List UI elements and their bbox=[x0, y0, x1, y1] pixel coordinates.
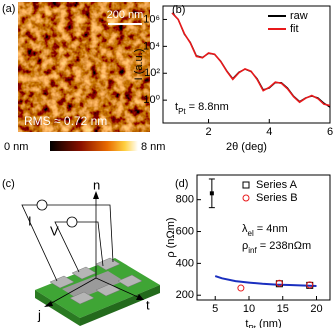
current-wire bbox=[21, 204, 114, 282]
data-line bbox=[171, 12, 331, 107]
x-tick-label: 20 bbox=[310, 303, 322, 315]
annotation-rest: = 8.8nm bbox=[186, 101, 229, 113]
y-tick-label: 200 bbox=[176, 289, 194, 301]
contact-pad bbox=[117, 274, 143, 288]
annotation-subscript: el bbox=[248, 229, 254, 238]
voltage-label: V bbox=[50, 223, 59, 238]
contact-pad bbox=[69, 291, 95, 305]
channel bbox=[62, 271, 124, 299]
plot-frame bbox=[196, 174, 331, 301]
annotation: ρinf = 238nΩm bbox=[242, 240, 311, 255]
y-tick-label: 400 bbox=[176, 257, 194, 269]
annotation-main: t bbox=[175, 101, 178, 113]
panel-label: (d) bbox=[175, 178, 188, 190]
normal-label: n bbox=[93, 177, 100, 192]
panel-label: (c) bbox=[2, 178, 15, 190]
data-point bbox=[306, 281, 314, 289]
annotation: tPt = 8.8nm bbox=[175, 101, 229, 116]
annotation-main: λ bbox=[242, 223, 248, 235]
current-label: I bbox=[28, 213, 32, 228]
panel-label: (a) bbox=[2, 3, 15, 15]
panel-label: (b) bbox=[172, 4, 185, 16]
scale-bar-label: 200 nm bbox=[107, 9, 144, 21]
y-axis-label: ρ (nΩm) bbox=[165, 217, 177, 257]
colorbar bbox=[50, 141, 138, 151]
legend-label: raw bbox=[290, 10, 308, 22]
contact-pad bbox=[95, 257, 121, 271]
annotation-subscript: inf bbox=[248, 246, 257, 255]
axis-j bbox=[47, 277, 97, 306]
colorbar-min: 0 nm bbox=[4, 141, 28, 153]
error-point bbox=[209, 191, 214, 196]
y-tick-label: 10⁰ bbox=[143, 94, 160, 106]
substrate-side bbox=[35, 290, 80, 326]
y-tick-label: 10⁶ bbox=[143, 13, 160, 25]
afm-image bbox=[18, 2, 150, 132]
y-tick-label: 600 bbox=[176, 225, 194, 237]
x-axis-label-rest: (nm) bbox=[256, 318, 282, 328]
arrow-head bbox=[44, 301, 53, 307]
voltmeter bbox=[66, 216, 78, 228]
data-point bbox=[242, 194, 250, 202]
x-tick-label: 6 bbox=[327, 126, 333, 138]
legend-label: fit bbox=[290, 23, 299, 35]
x-tick-label: 10 bbox=[243, 303, 255, 315]
x-axis-label: tPt (nm) bbox=[245, 318, 281, 328]
j-label: j bbox=[37, 307, 41, 322]
arrow-head bbox=[93, 191, 99, 199]
annotation-main: ρ bbox=[242, 240, 248, 252]
contact-pad bbox=[49, 275, 75, 289]
legend-label: Series A bbox=[256, 179, 298, 191]
x-tick-label: 5 bbox=[212, 303, 218, 315]
contact-pad bbox=[95, 283, 121, 297]
annotation: λel = 4nm bbox=[242, 223, 288, 238]
plot-frame bbox=[162, 5, 331, 124]
t-label: t bbox=[146, 297, 150, 312]
colorbar-max: 8 nm bbox=[141, 141, 165, 153]
data-point bbox=[237, 284, 245, 292]
legend-label: Series B bbox=[256, 192, 298, 204]
annotation-subscript: Pt bbox=[178, 107, 186, 116]
current-source bbox=[36, 199, 48, 211]
annotation-rest: = 238nΩm bbox=[257, 240, 311, 252]
device-schematic bbox=[21, 191, 160, 326]
x-tick-label: 4 bbox=[266, 126, 272, 138]
data-point bbox=[242, 181, 250, 189]
y-tick-label: 10² bbox=[144, 67, 160, 79]
axis-t bbox=[95, 277, 141, 299]
y-axis-label: I (a.u.) bbox=[133, 49, 145, 81]
x-tick-label: 2 bbox=[205, 126, 211, 138]
rms-label: RMS ≈ 0.72 nm bbox=[24, 114, 107, 128]
annotation-rest: = 4nm bbox=[254, 223, 288, 235]
fit-line bbox=[214, 275, 317, 287]
y-tick-label: 800 bbox=[176, 194, 194, 206]
data-point bbox=[275, 279, 283, 287]
data-line bbox=[171, 12, 331, 108]
x-axis-label: 2θ (deg) bbox=[226, 141, 267, 153]
arrow-head bbox=[136, 294, 144, 300]
x-tick-label: 15 bbox=[277, 303, 289, 315]
y-tick-label: 10⁴ bbox=[143, 40, 160, 52]
x-axis-label-main: t bbox=[245, 318, 248, 328]
